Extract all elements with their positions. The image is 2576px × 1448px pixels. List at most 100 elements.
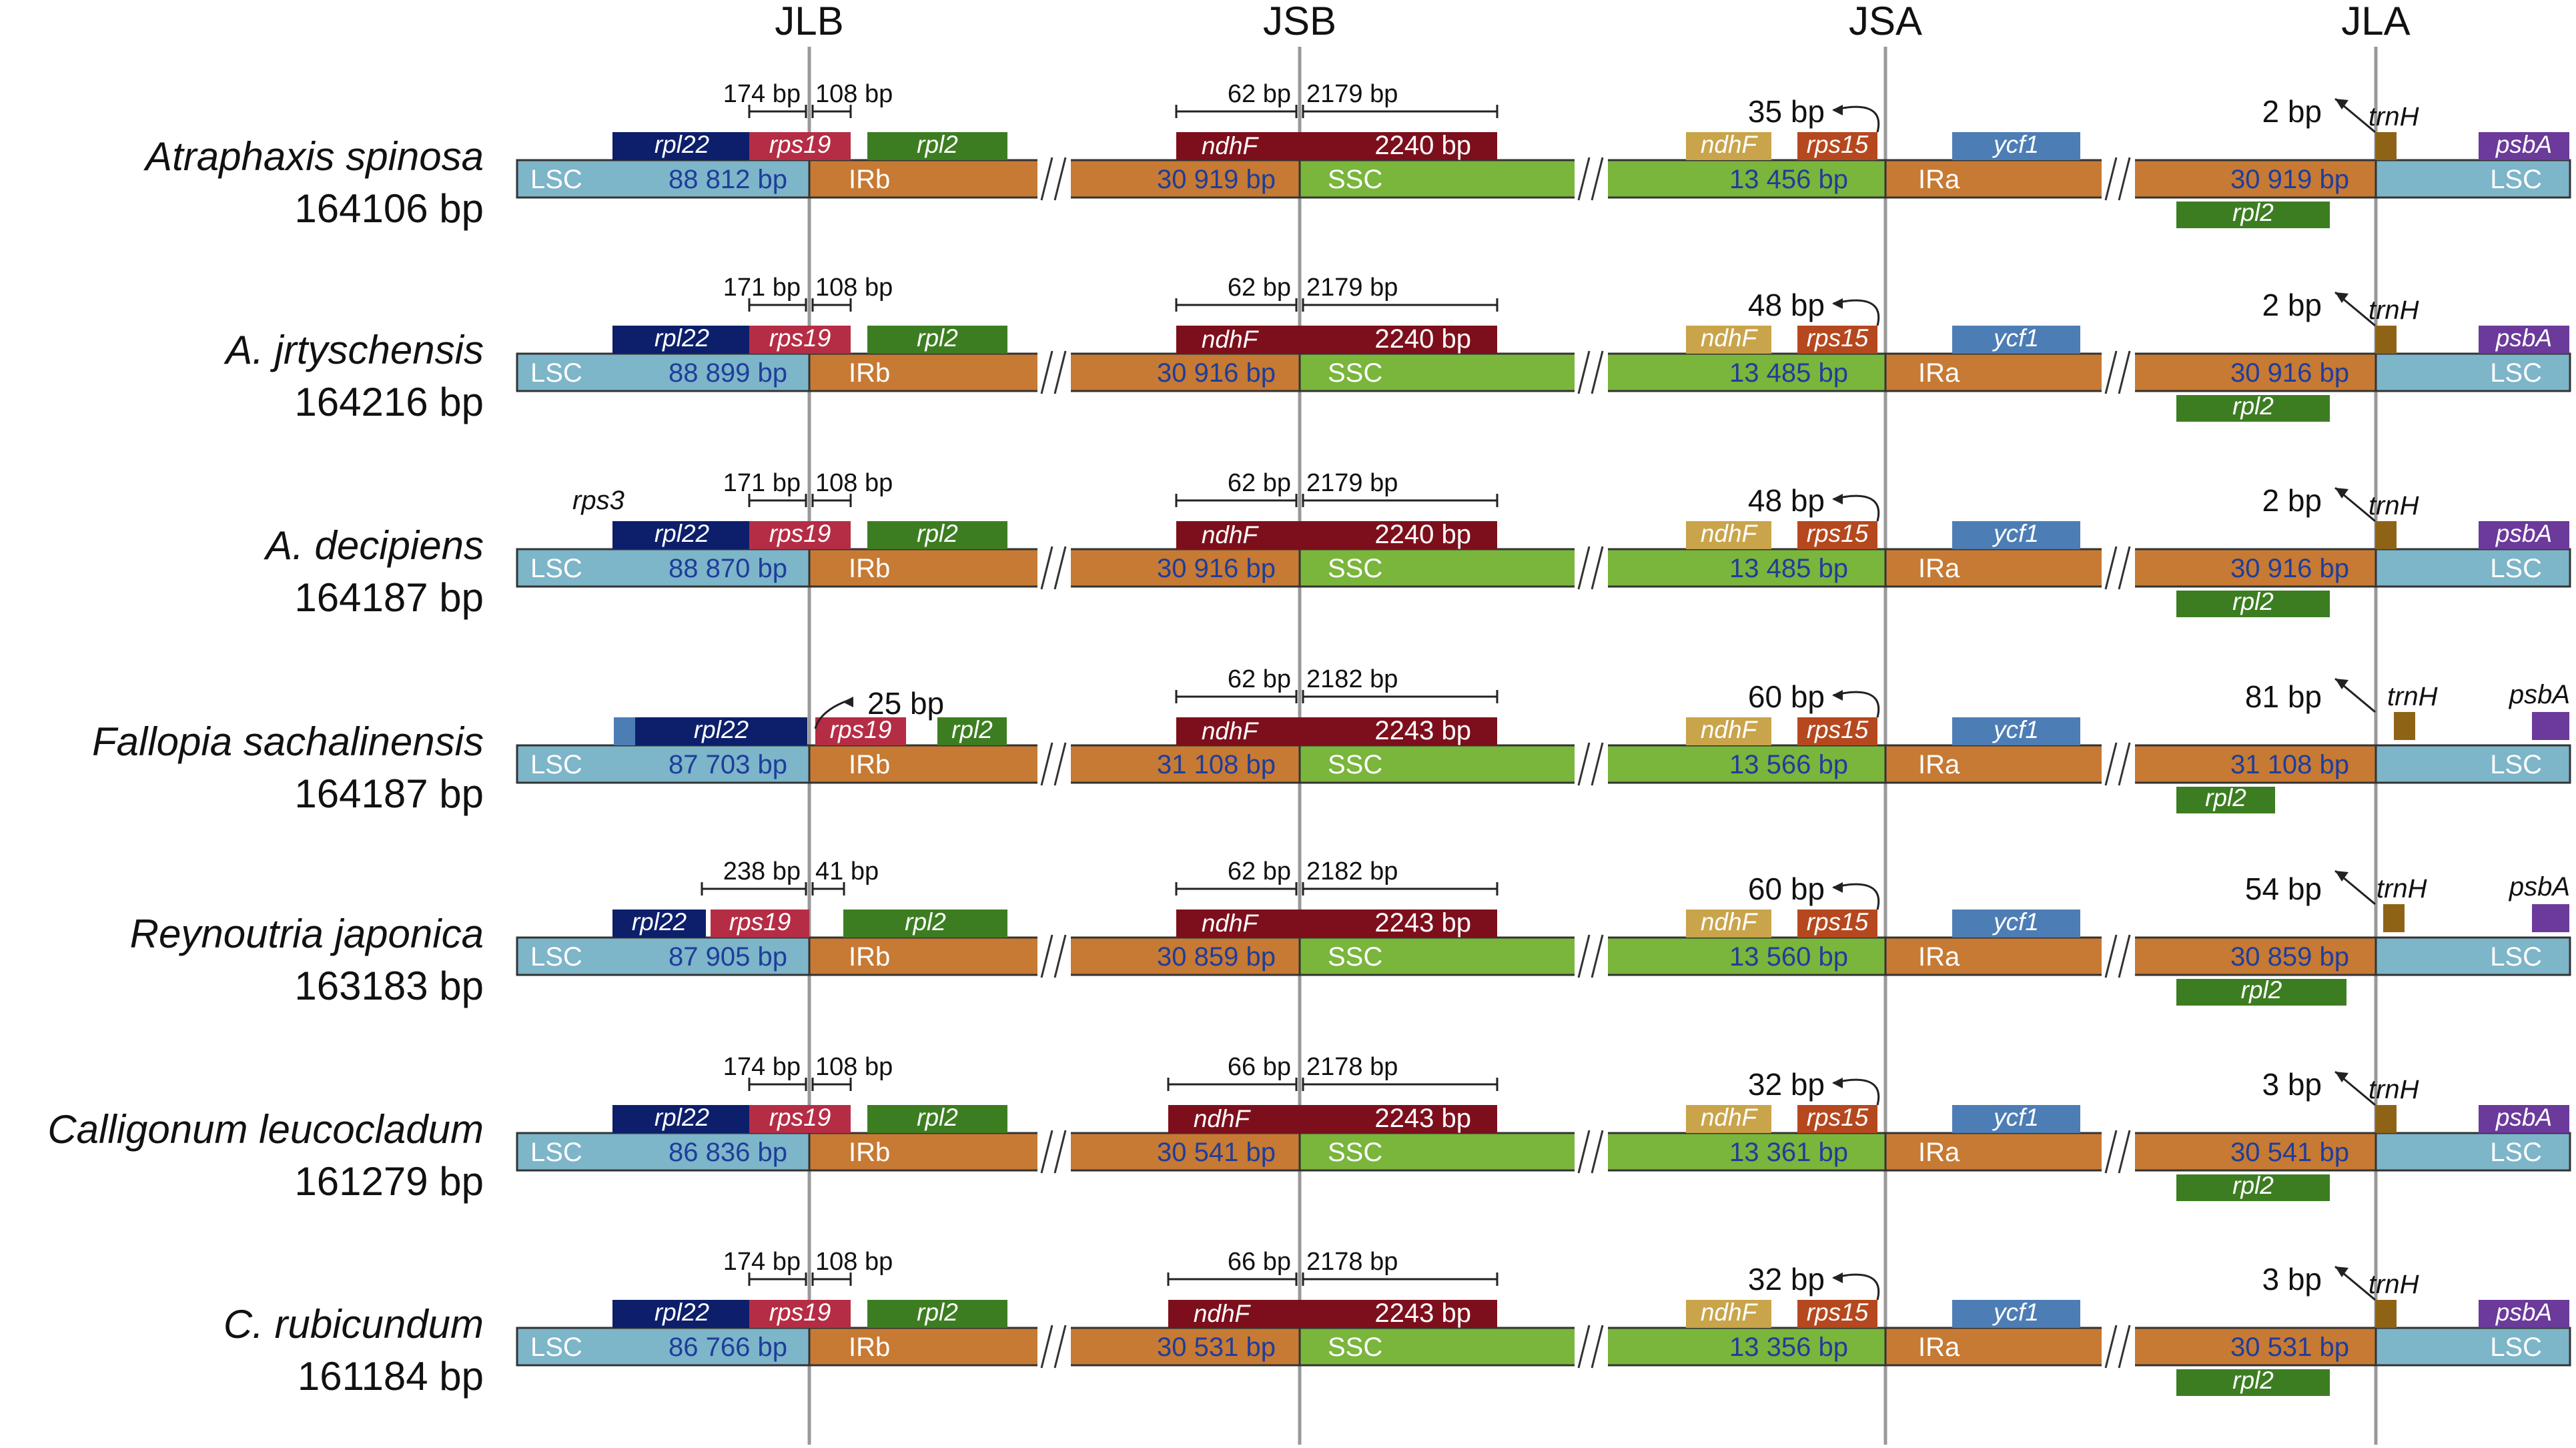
arrow-head (843, 697, 853, 707)
trnH-label: trnH (2369, 1270, 2419, 1299)
rps19-box (711, 910, 809, 938)
rpl22-box (612, 1105, 751, 1133)
ndhF-label: ndhF (1194, 1300, 1252, 1327)
arrow-head (2335, 99, 2348, 109)
axis-break-slash (2118, 934, 2131, 978)
trnH-label: trnH (2369, 491, 2419, 520)
segment-label-ssc: SSC (1328, 1333, 1382, 1362)
jla-distance: 54 bp (2245, 871, 2322, 906)
segment-label-irb: IRb (849, 1138, 890, 1167)
arrow-head (2335, 292, 2348, 303)
ndhF-length: 2243 bp (1374, 1104, 1471, 1133)
rps3-label: rps3 (572, 486, 624, 515)
ira-length: 30 916 bp (2230, 554, 2349, 583)
species-name: Calligonum leucocladum (47, 1107, 484, 1152)
ssc-length: 13 361 bp (1729, 1138, 1848, 1167)
ycf1-label: ycf1 (1992, 1104, 2039, 1131)
lsc-segment (2375, 1132, 2571, 1172)
irb-length: 31 108 bp (1157, 750, 1276, 779)
ndhF-box (1168, 1105, 1497, 1133)
axis-break-slash (1577, 546, 1591, 590)
genome-length: 164187 bp (294, 771, 484, 816)
axis-break-slash (1053, 1130, 1067, 1174)
arrow-head (1832, 882, 1843, 893)
rpl2-box (937, 717, 1007, 745)
axis-break-slash (1577, 742, 1591, 786)
jsb-right-distance: 2182 bp (1306, 665, 1398, 693)
rps15-box (1797, 1105, 1877, 1133)
psbA-box (2479, 1300, 2569, 1328)
axis-break-slash (1053, 742, 1067, 786)
axis-break-slash (1577, 1130, 1591, 1174)
psbA-label: psbA (2495, 1299, 2552, 1326)
rps19-label: rps19 (769, 1299, 831, 1326)
rps19-box (749, 132, 851, 160)
ycf1-label: ycf1 (1992, 324, 2039, 352)
axis-break-slash (2104, 742, 2118, 786)
junction-label-jsa: JSA (1849, 0, 1922, 43)
ndhF-box (1176, 717, 1497, 745)
rps19-label: rps19 (769, 520, 831, 547)
species-name: C. rubicundum (224, 1302, 484, 1347)
ndhF-copy-label: ndhF (1701, 716, 1759, 743)
psbA-box (2532, 712, 2569, 740)
trnH-box (2375, 1300, 2397, 1328)
segment-label-ira: IRa (1918, 358, 1960, 388)
segment-label-lsc: LSC (2490, 165, 2542, 194)
rpl2-box (867, 132, 1007, 160)
jla-distance: 2 bp (2262, 483, 2322, 518)
segment-label-ira: IRa (1918, 1138, 1960, 1167)
lsc-length: 86 766 bp (669, 1333, 787, 1362)
lsc-segment (516, 159, 811, 199)
segment-label-irb: IRb (849, 1333, 890, 1362)
jlb-left-distance: 171 bp (723, 469, 801, 497)
ndhF-box (1168, 1300, 1497, 1328)
axis-break-slash (2118, 546, 2131, 590)
axis-break-slash (1591, 1130, 1604, 1174)
axis-break-slash (1053, 934, 1067, 978)
jla-distance: 3 bp (2262, 1262, 2322, 1297)
segment-label-irb: IRb (849, 165, 890, 194)
rpl2-ira-box (2176, 202, 2330, 228)
axis-break-slash (1591, 742, 1604, 786)
arrow-head (1832, 298, 1843, 309)
ndhF-length: 2240 bp (1374, 131, 1471, 160)
ndhF-copy-label: ndhF (1701, 1104, 1759, 1131)
psbA-box (2479, 1105, 2569, 1133)
rpl2-ira-box (2176, 979, 2346, 1006)
ndhF-copy-label: ndhF (1701, 324, 1759, 352)
ycf1-box (1952, 521, 2080, 549)
axis-break-slash (1591, 934, 1604, 978)
ssc-length: 13 485 bp (1729, 358, 1848, 388)
axis-break-slash (1591, 157, 1604, 201)
axis-break-slash (1040, 742, 1053, 786)
jsb-right-distance: 2178 bp (1306, 1248, 1398, 1276)
rpl2-label: rpl2 (917, 520, 958, 547)
segment-label-lsc: LSC (530, 1333, 582, 1362)
segment-label-lsc: LSC (530, 554, 582, 583)
irb-length: 30 531 bp (1157, 1333, 1276, 1362)
segment-label-lsc: LSC (2490, 358, 2542, 388)
lsc-length: 88 870 bp (669, 554, 787, 583)
lsc-segment (2375, 1327, 2571, 1367)
genome-length: 164187 bp (294, 575, 484, 620)
psbA-label: psbA (2509, 680, 2570, 709)
jsb-right-distance: 2178 bp (1306, 1053, 1398, 1081)
lsc-length: 87 905 bp (669, 942, 787, 972)
axis-break-slash (1053, 157, 1067, 201)
rps15-box (1797, 326, 1877, 354)
ndhF-label: ndhF (1202, 717, 1260, 745)
lsc-segment (516, 352, 811, 392)
rpl22-box (635, 717, 807, 745)
axis-break-slash (2118, 742, 2131, 786)
axis-break-slash (2104, 546, 2118, 590)
axis-break-slash (2118, 1130, 2131, 1174)
segment-label-lsc: LSC (2490, 750, 2542, 779)
rps15-label: rps15 (1807, 324, 1869, 352)
rps19-box (749, 521, 851, 549)
small-gene-box (614, 717, 635, 745)
psbA-box (2479, 326, 2569, 354)
jlb-left-distance: 174 bp (723, 1248, 801, 1276)
psbA-label: psbA (2495, 520, 2552, 547)
trnH-label: trnH (2387, 682, 2438, 711)
